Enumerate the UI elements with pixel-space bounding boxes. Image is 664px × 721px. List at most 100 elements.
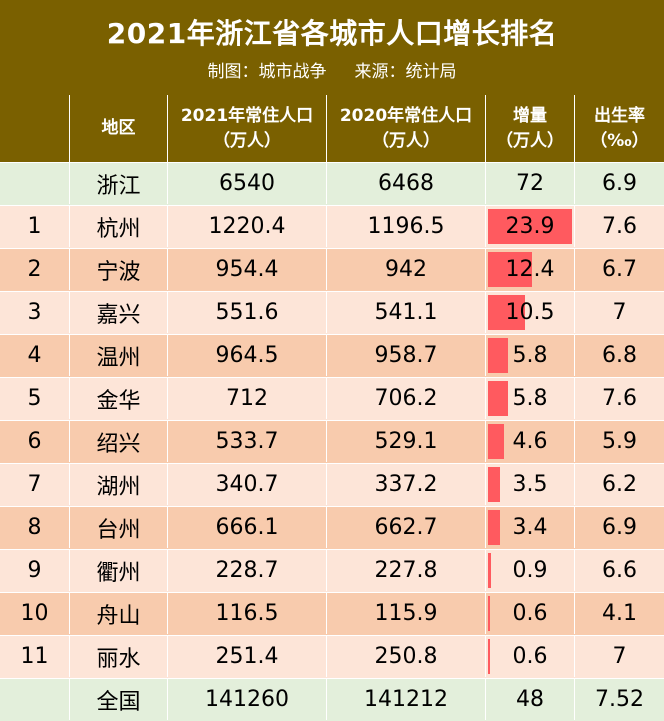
increase-cell: 3.4 [486, 507, 575, 548]
birth-rate-cell: 7 [612, 644, 627, 669]
pop2020-cell: 337.2 [327, 464, 486, 505]
pop2020-cell: 541.1 [327, 292, 486, 333]
table-row: 1 杭州 1220.4 1196.5 23.9 7.6 [0, 205, 664, 248]
table-row: 8 台州 666.1 662.7 3.4 6.9 [0, 506, 664, 549]
birth-rate-cell: 5.9 [602, 429, 637, 454]
table-row: 7 湖州 340.7 337.2 3.5 6.2 [0, 463, 664, 506]
rank-cell: 1 [0, 206, 70, 247]
header-increase: 增量 （万人） [486, 95, 575, 162]
header-pop2021-line2: （万人） [212, 130, 281, 151]
increase-cell: 48 [486, 679, 575, 720]
increase-value: 48 [516, 687, 544, 712]
table-row: 10 舟山 116.5 115.9 0.6 4.1 [0, 592, 664, 635]
rank-cell: 7 [0, 464, 70, 505]
region-cell: 金华 [70, 378, 168, 419]
increase-bar [488, 510, 500, 545]
header-birth-line2: （‰） [590, 130, 649, 151]
region-cell: 丽水 [70, 636, 168, 677]
birth-rate-cell: 7 [612, 300, 627, 325]
pop2020-cell: 141212 [327, 679, 486, 720]
column-header-row: 地区 2021年常住人口 （万人） 2020年常住人口 （万人） 增量 （万人） 出生… [0, 95, 664, 162]
region-cell: 绍兴 [70, 421, 168, 462]
increase-cell: 5.8 [486, 335, 575, 376]
table-row: 全国 141260 141212 48 7.52 [0, 678, 664, 721]
region-cell: 浙江 [70, 163, 168, 204]
pop2021-cell: 340.7 [168, 464, 327, 505]
region-cell: 杭州 [70, 206, 168, 247]
increase-cell: 0.6 [486, 636, 575, 677]
region-cell: 嘉兴 [70, 292, 168, 333]
maker-credit: 制图：城市战争 [207, 62, 327, 82]
header-rank [0, 95, 70, 162]
pop2021-cell: 954.4 [168, 249, 327, 290]
increase-value: 0.6 [512, 601, 548, 626]
birth-rate-cell: 6.9 [602, 515, 637, 540]
increase-bar [488, 381, 509, 416]
pop2021-cell: 6540 [168, 163, 327, 204]
rank-cell: 9 [0, 550, 70, 591]
pop2020-cell: 662.7 [327, 507, 486, 548]
birth-rate-cell: 6.8 [602, 343, 637, 368]
rank-cell: 6 [0, 421, 70, 462]
subtitle-line: 制图：城市战争 来源：统计局 [0, 57, 664, 82]
pop2021-cell: 712 [168, 378, 327, 419]
increase-cell: 4.6 [486, 421, 575, 462]
increase-bar [488, 424, 505, 459]
table-row: 11 丽水 251.4 250.8 0.6 7 [0, 635, 664, 678]
birth-rate-cell: 7.52 [595, 687, 644, 712]
pop2021-cell: 251.4 [168, 636, 327, 677]
table-row: 9 衢州 228.7 227.8 0.9 6.6 [0, 549, 664, 592]
table-row: 3 嘉兴 551.6 541.1 10.5 7 [0, 291, 664, 334]
pop2020-cell: 706.2 [327, 378, 486, 419]
table-row: 2 宁波 954.4 942 12.4 6.7 [0, 248, 664, 291]
increase-value: 5.8 [512, 386, 548, 411]
rank-cell [0, 163, 70, 204]
rank-cell: 5 [0, 378, 70, 419]
table-row: 浙江 6540 6468 72 6.9 [0, 162, 664, 205]
pop2020-cell: 942 [327, 249, 486, 290]
header-pop2020-line2: （万人） [371, 130, 440, 151]
rank-cell: 2 [0, 249, 70, 290]
pop2020-cell: 958.7 [327, 335, 486, 376]
pop2021-cell: 116.5 [168, 593, 327, 634]
region-cell: 宁波 [70, 249, 168, 290]
rank-cell: 8 [0, 507, 70, 548]
page-title: 2021年浙江省各城市人口增长排名 [106, 17, 558, 50]
header-pop2021-line1: 2021年常住人口 [180, 105, 314, 126]
increase-value: 5.8 [512, 343, 548, 368]
region-cell: 衢州 [70, 550, 168, 591]
increase-cell: 72 [486, 163, 575, 204]
header-increase-line1: 增量 [513, 105, 547, 126]
pop2020-cell: 250.8 [327, 636, 486, 677]
pop2021-cell: 141260 [168, 679, 327, 720]
increase-bar [488, 596, 491, 631]
increase-value: 0.6 [512, 644, 548, 669]
source-credit: 来源：统计局 [354, 62, 457, 82]
rank-cell [0, 679, 70, 720]
increase-value: 0.9 [512, 558, 548, 583]
increase-value: 23.9 [505, 214, 555, 239]
title-banner: 2021年浙江省各城市人口增长排名 制图：城市战争 来源：统计局 [0, 0, 664, 96]
region-cell: 舟山 [70, 593, 168, 634]
increase-cell: 12.4 [486, 249, 575, 290]
header-birth-line1: 出生率 [593, 105, 645, 126]
increase-bar [488, 639, 491, 674]
rank-cell: 11 [0, 636, 70, 677]
birth-rate-cell: 6.6 [602, 558, 637, 583]
rank-cell: 4 [0, 335, 70, 376]
rank-cell: 3 [0, 292, 70, 333]
pop2021-cell: 1220.4 [168, 206, 327, 247]
pop2020-cell: 227.8 [327, 550, 486, 591]
increase-cell: 5.8 [486, 378, 575, 419]
increase-cell: 10.5 [486, 292, 575, 333]
birth-rate-cell: 6.9 [602, 171, 637, 196]
increase-cell: 3.5 [486, 464, 575, 505]
region-cell: 湖州 [70, 464, 168, 505]
increase-cell: 0.6 [486, 593, 575, 634]
increase-bar [488, 553, 492, 588]
pop2021-cell: 228.7 [168, 550, 327, 591]
pop2021-cell: 666.1 [168, 507, 327, 548]
birth-rate-cell: 4.1 [602, 601, 637, 626]
header-pop2021: 2021年常住人口 （万人） [168, 95, 327, 162]
